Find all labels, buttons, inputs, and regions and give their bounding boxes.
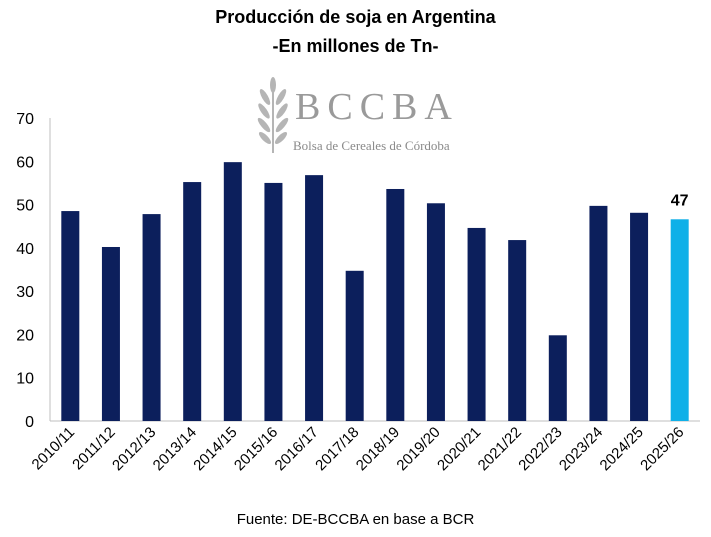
bar-2022-23 xyxy=(548,335,567,421)
x-tick-label: 2023/24 xyxy=(556,424,606,474)
data-label: 47 xyxy=(671,192,689,209)
bar-2024-25 xyxy=(630,212,649,421)
bar-2019-20 xyxy=(426,203,445,421)
y-tick-label: 50 xyxy=(16,198,34,215)
x-tick-label: 2020/21 xyxy=(434,424,484,474)
x-tick-label: 2016/17 xyxy=(272,424,322,474)
x-tick-label: 2012/13 xyxy=(109,424,159,474)
y-tick-label: 30 xyxy=(16,284,34,301)
y-tick-label: 70 xyxy=(16,111,34,128)
logo-name: BCCBA xyxy=(295,86,459,128)
x-tick-label: 2014/15 xyxy=(190,424,240,474)
y-tick-label: 40 xyxy=(16,241,34,258)
x-tick-label: 2022/23 xyxy=(515,424,565,474)
bccba-logo: BCCBA Bolsa de Cereales de Córdoba xyxy=(253,75,483,155)
bar-2020-21 xyxy=(467,227,486,421)
source-note: Fuente: DE-BCCBA en base a BCR xyxy=(236,511,475,528)
x-tick-label: 2024/25 xyxy=(597,424,647,474)
y-tick-label: 60 xyxy=(16,154,34,171)
bar-2010-11 xyxy=(61,211,80,421)
bar-2023-24 xyxy=(589,205,608,421)
logo-tagline: Bolsa de Cereales de Córdoba xyxy=(293,138,450,153)
x-tick-label: 2018/19 xyxy=(353,424,403,474)
bar-2021-22 xyxy=(508,240,527,421)
y-tick-label: 10 xyxy=(16,371,34,388)
y-tick-label: 0 xyxy=(25,414,34,431)
bar-2015-16 xyxy=(264,182,283,421)
x-tick-label: 2011/12 xyxy=(69,424,119,474)
wheat-icon xyxy=(257,77,289,153)
chart-title: Producción de soja en Argentina xyxy=(215,7,496,27)
bar-2011-12 xyxy=(101,246,120,421)
bar-2016-17 xyxy=(305,175,324,421)
x-tick-label: 2017/18 xyxy=(312,424,362,474)
x-tick-label: 2021/22 xyxy=(475,424,525,474)
chart-subtitle: -En millones de Tn- xyxy=(272,36,439,56)
bar-2025-26 xyxy=(670,219,689,421)
y-tick-label: 20 xyxy=(16,327,34,344)
x-tick-label: 2025/26 xyxy=(637,424,687,474)
bar-2014-15 xyxy=(223,162,242,421)
x-tick-label: 2010/11 xyxy=(29,424,79,474)
bar-2017-18 xyxy=(345,270,364,421)
bar-2013-14 xyxy=(183,182,202,421)
x-tick-label: 2015/16 xyxy=(231,424,281,474)
x-tick-label: 2013/14 xyxy=(150,424,200,474)
bar-2018-19 xyxy=(386,188,405,421)
bar-2012-13 xyxy=(142,214,161,421)
x-tick-label: 2019/20 xyxy=(393,424,443,474)
